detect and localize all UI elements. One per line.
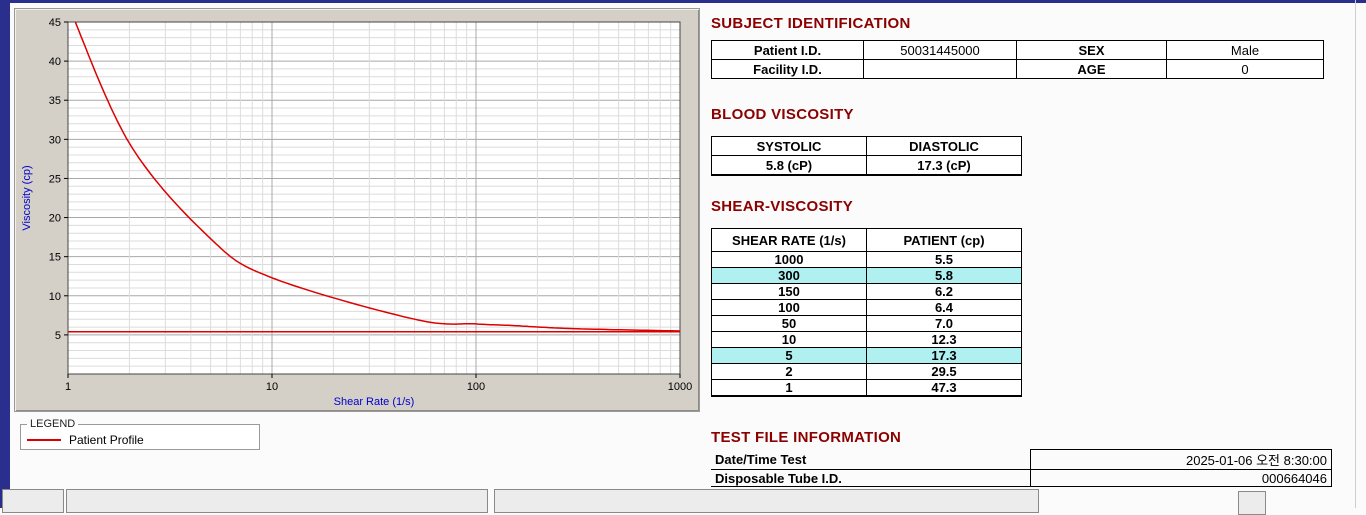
diastolic-header: DIASTOLIC: [866, 136, 1022, 156]
table-row: 5 17.3: [711, 347, 1022, 364]
patient-id-label: Patient I.D.: [711, 40, 864, 60]
blood-viscosity-table: SYSTOLIC DIASTOLIC 5.8 (cP) 17.3 (cP): [711, 136, 1022, 176]
patient-profile-line-swatch: [27, 439, 61, 441]
date-time-test-value: 2025-01-06 오전 8:30:00: [1030, 449, 1332, 470]
disposable-tube-id-label: Disposable Tube I.D.: [711, 469, 1031, 487]
shear-rate-cell: 10: [711, 331, 867, 348]
shear-rate-cell: 1: [711, 379, 867, 397]
svg-text:100: 100: [467, 381, 485, 393]
legend-item: Patient Profile: [27, 433, 253, 447]
patient-cp-cell: 5.8: [866, 267, 1022, 284]
patient-cp-cell: 6.2: [866, 283, 1022, 300]
shear-rate-cell: 300: [711, 267, 867, 284]
subject-identification-title: SUBJECT IDENTIFICATION: [711, 15, 911, 32]
svg-text:1000: 1000: [668, 381, 692, 393]
svg-text:Shear Rate (1/s): Shear Rate (1/s): [334, 396, 415, 408]
patient-cp-cell: 6.4: [866, 299, 1022, 316]
table-row: Date/Time Test 2025-01-06 오전 8:30:00: [711, 449, 1332, 470]
legend-title: LEGEND: [30, 418, 76, 430]
svg-text:10: 10: [266, 381, 278, 393]
age-value: 0: [1166, 59, 1324, 79]
table-row: Facility I.D. AGE 0: [711, 59, 1324, 79]
table-row: 2 29.5: [711, 363, 1022, 380]
patient-cp-cell: 47.3: [866, 379, 1022, 397]
table-row: 5.8 (cP) 17.3 (cP): [711, 155, 1022, 176]
svg-text:5: 5: [55, 330, 61, 342]
systolic-header: SYSTOLIC: [711, 136, 867, 156]
bottom-button-2[interactable]: [1238, 491, 1266, 515]
table-row: 1000 5.5: [711, 251, 1022, 268]
test-file-information-title: TEST FILE INFORMATION: [711, 429, 902, 446]
viscosity-chart-panel: 5 10 15 20 25 30 35 40 45 1 10 100 1000 Viscosity (cp…: [14, 8, 700, 412]
table-row: 300 5.8: [711, 267, 1022, 284]
sex-label: SEX: [1016, 40, 1167, 60]
shear-viscosity-table: SHEAR RATE (1/s) PATIENT (cp) 1000 5.5 3…: [711, 228, 1022, 397]
date-time-test-label: Date/Time Test: [711, 449, 1031, 470]
shear-rate-cell: 2: [711, 363, 867, 380]
facility-id-label: Facility I.D.: [711, 59, 864, 79]
disposable-tube-id-value: 000664046: [1030, 469, 1332, 487]
svg-text:35: 35: [49, 95, 61, 107]
bottom-panel-1[interactable]: [66, 489, 488, 513]
age-label: AGE: [1016, 59, 1167, 79]
table-row: SYSTOLIC DIASTOLIC: [711, 136, 1022, 156]
patient-cp-cell: 5.5: [866, 251, 1022, 268]
table-row: 1 47.3: [711, 379, 1022, 397]
shear-rate-cell: 50: [711, 315, 867, 332]
shear-rate-cell: 150: [711, 283, 867, 300]
systolic-value: 5.8 (cP): [711, 155, 867, 176]
svg-text:45: 45: [49, 17, 61, 29]
patient-cp-cell: 17.3: [866, 347, 1022, 364]
svg-text:Viscosity (cp): Viscosity (cp): [21, 165, 33, 230]
bottom-panel-2[interactable]: [494, 489, 1039, 513]
svg-text:1: 1: [65, 381, 71, 393]
window-right-divider: [1355, 0, 1356, 508]
table-row: 10 12.3: [711, 331, 1022, 348]
svg-text:40: 40: [49, 56, 61, 68]
patient-cp-header: PATIENT (cp): [866, 228, 1022, 252]
table-row: Patient I.D. 50031445000 SEX Male: [711, 40, 1324, 60]
facility-id-value: [863, 59, 1017, 79]
shear-rate-cell: 5: [711, 347, 867, 364]
table-row: 50 7.0: [711, 315, 1022, 332]
subject-identification-table: Patient I.D. 50031445000 SEX Male Facili…: [711, 40, 1324, 79]
blood-viscosity-title: BLOOD VISCOSITY: [711, 106, 854, 123]
table-row: Disposable Tube I.D. 000664046: [711, 469, 1332, 487]
test-file-information-table: Date/Time Test 2025-01-06 오전 8:30:00 Dis…: [711, 449, 1332, 487]
patient-cp-cell: 29.5: [866, 363, 1022, 380]
bottom-button-1[interactable]: [2, 489, 64, 513]
chart-legend: LEGEND Patient Profile: [20, 418, 260, 450]
svg-text:30: 30: [49, 134, 61, 146]
patient-id-value: 50031445000: [863, 40, 1017, 60]
shear-rate-cell: 1000: [711, 251, 867, 268]
shear-viscosity-title: SHEAR-VISCOSITY: [711, 198, 854, 215]
window-top-accent-bar: [0, 0, 1366, 3]
svg-text:25: 25: [49, 173, 61, 185]
patient-cp-cell: 7.0: [866, 315, 1022, 332]
window-left-accent-bar: [0, 0, 10, 508]
diastolic-value: 17.3 (cP): [866, 155, 1022, 176]
table-header-row: SHEAR RATE (1/s) PATIENT (cp): [711, 228, 1022, 252]
table-row: 150 6.2: [711, 283, 1022, 300]
legend-item-label: Patient Profile: [69, 433, 144, 447]
svg-text:10: 10: [49, 291, 61, 303]
svg-text:15: 15: [49, 252, 61, 264]
shear-viscosity-chart: 5 10 15 20 25 30 35 40 45 1 10 100 1000 Viscosity (cp…: [15, 10, 699, 408]
sex-value: Male: [1166, 40, 1324, 60]
shear-rate-header: SHEAR RATE (1/s): [711, 228, 867, 252]
patient-cp-cell: 12.3: [866, 331, 1022, 348]
shear-rate-cell: 100: [711, 299, 867, 316]
svg-text:20: 20: [49, 213, 61, 225]
table-row: 100 6.4: [711, 299, 1022, 316]
